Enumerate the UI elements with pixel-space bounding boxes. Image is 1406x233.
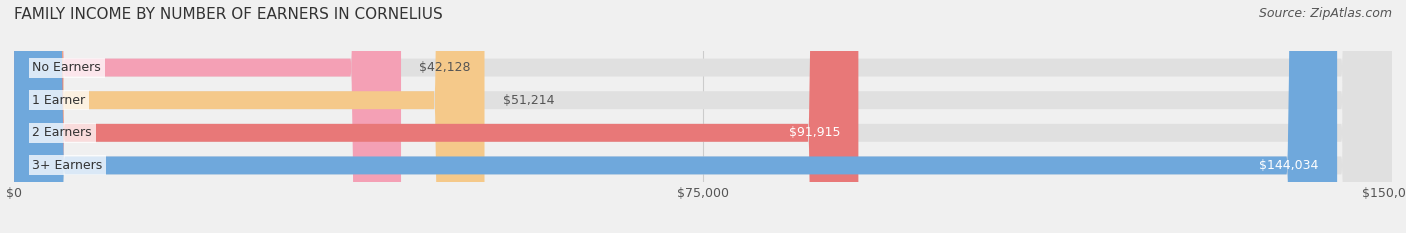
FancyBboxPatch shape bbox=[14, 0, 859, 233]
Text: 2 Earners: 2 Earners bbox=[32, 126, 91, 139]
FancyBboxPatch shape bbox=[14, 0, 1392, 233]
Text: FAMILY INCOME BY NUMBER OF EARNERS IN CORNELIUS: FAMILY INCOME BY NUMBER OF EARNERS IN CO… bbox=[14, 7, 443, 22]
FancyBboxPatch shape bbox=[14, 0, 401, 233]
Text: 3+ Earners: 3+ Earners bbox=[32, 159, 103, 172]
FancyBboxPatch shape bbox=[14, 0, 485, 233]
Text: No Earners: No Earners bbox=[32, 61, 101, 74]
FancyBboxPatch shape bbox=[14, 0, 1392, 233]
Text: $42,128: $42,128 bbox=[419, 61, 471, 74]
Text: $51,214: $51,214 bbox=[503, 94, 554, 107]
Text: Source: ZipAtlas.com: Source: ZipAtlas.com bbox=[1258, 7, 1392, 20]
FancyBboxPatch shape bbox=[14, 0, 1392, 233]
FancyBboxPatch shape bbox=[14, 0, 1337, 233]
Text: $91,915: $91,915 bbox=[789, 126, 839, 139]
Text: 1 Earner: 1 Earner bbox=[32, 94, 86, 107]
FancyBboxPatch shape bbox=[14, 0, 1392, 233]
Text: $144,034: $144,034 bbox=[1260, 159, 1319, 172]
